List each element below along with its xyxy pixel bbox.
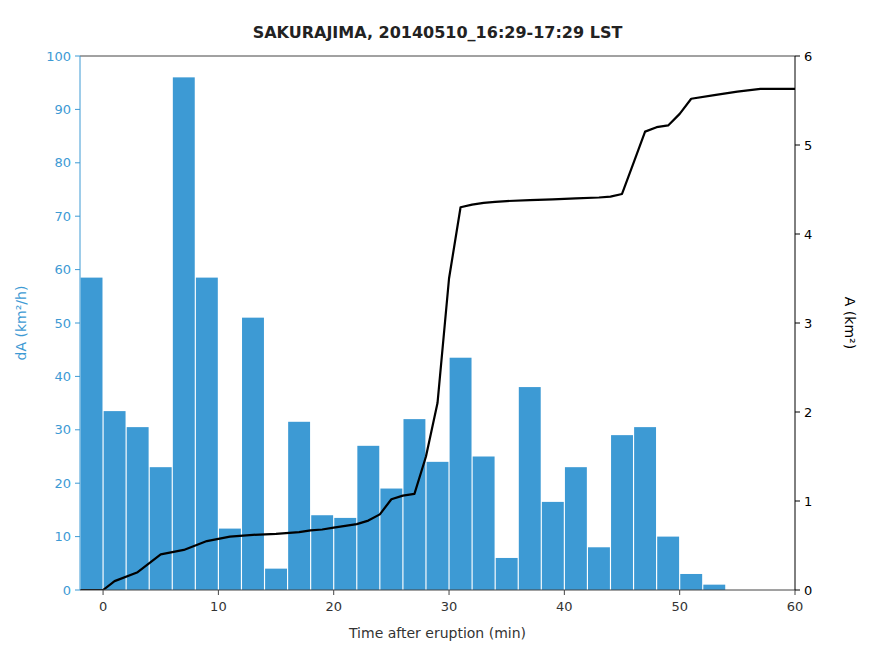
x-tick-label: 30	[441, 599, 458, 614]
y2-tick-label: 3	[804, 316, 812, 331]
bar	[634, 427, 656, 590]
frame-top	[80, 56, 795, 57]
chart: 0102030405060010203040506070809010001234…	[0, 0, 875, 656]
y-tick-label: 60	[54, 262, 71, 277]
y-tick-label: 0	[63, 583, 71, 598]
bar	[334, 518, 356, 590]
y-tick-label: 70	[54, 209, 71, 224]
y-tick	[75, 429, 80, 430]
bar	[680, 574, 702, 590]
y-tick-label: 10	[54, 529, 71, 544]
x-axis-label: Time after eruption (min)	[348, 625, 526, 641]
x-tick	[564, 590, 565, 595]
y-tick-label: 20	[54, 476, 71, 491]
bar	[588, 547, 610, 590]
y-tick	[75, 536, 80, 537]
y2-tick-label: 1	[804, 494, 812, 509]
y-tick	[75, 109, 80, 110]
bar	[703, 585, 725, 590]
x-tick	[679, 590, 680, 595]
x-tick-label: 0	[99, 599, 107, 614]
bar	[357, 446, 379, 590]
x-tick	[218, 590, 219, 595]
y-tick	[75, 216, 80, 217]
y-tick	[75, 376, 80, 377]
y-tick-label: 90	[54, 102, 71, 117]
y-tick-label: 30	[54, 422, 71, 437]
x-axis-line	[80, 590, 795, 591]
y-tick	[75, 483, 80, 484]
y2-tick-label: 0	[804, 583, 812, 598]
title: SAKURAJIMA, 20140510_16:29-17:29 LST	[253, 23, 623, 42]
y-tick-label: 100	[46, 49, 71, 64]
y2-tick	[795, 412, 800, 413]
plot-area	[80, 77, 795, 590]
x-tick	[449, 590, 450, 595]
bar	[380, 489, 402, 590]
x-tick-label: 60	[787, 599, 804, 614]
x-tick	[333, 590, 334, 595]
y2-axis-label: A (km²)	[842, 297, 858, 349]
bar	[565, 467, 587, 590]
bar	[242, 318, 264, 590]
y-tick-label: 80	[54, 155, 71, 170]
y-tick-label: 40	[54, 369, 71, 384]
y2-tick	[795, 234, 800, 235]
y2-tick-label: 5	[804, 138, 812, 153]
y2-tick-label: 4	[804, 227, 812, 242]
x-tick-label: 20	[325, 599, 342, 614]
x-tick	[103, 590, 104, 595]
y2-tick-label: 2	[804, 405, 812, 420]
y2-tick	[795, 590, 800, 591]
y-tick	[75, 269, 80, 270]
y-tick-label: 50	[54, 316, 71, 331]
bar	[496, 558, 518, 590]
bar	[450, 358, 472, 590]
bar	[403, 419, 425, 590]
bar	[542, 502, 564, 590]
bar	[173, 77, 195, 590]
y-axis-label: dA (km²/h)	[13, 286, 29, 361]
bar	[427, 462, 449, 590]
x-tick	[795, 590, 796, 595]
y2-tick	[795, 323, 800, 324]
bar	[265, 569, 287, 590]
bar	[611, 435, 633, 590]
bar	[657, 537, 679, 590]
y2-tick	[795, 145, 800, 146]
x-tick-label: 10	[210, 599, 227, 614]
bar	[473, 457, 495, 591]
bar	[519, 387, 541, 590]
y-tick	[75, 590, 80, 591]
x-tick-label: 40	[556, 599, 573, 614]
y2-tick-label: 6	[804, 49, 812, 64]
y-tick	[75, 56, 80, 57]
background	[0, 0, 875, 656]
y2-tick	[795, 56, 800, 57]
y2-tick	[795, 501, 800, 502]
line	[80, 89, 795, 590]
bar	[104, 411, 126, 590]
y-tick	[75, 323, 80, 324]
bar	[81, 278, 103, 590]
bar	[288, 422, 310, 590]
bar	[150, 467, 172, 590]
y-tick	[75, 162, 80, 163]
bar	[311, 515, 333, 590]
x-tick-label: 50	[671, 599, 688, 614]
